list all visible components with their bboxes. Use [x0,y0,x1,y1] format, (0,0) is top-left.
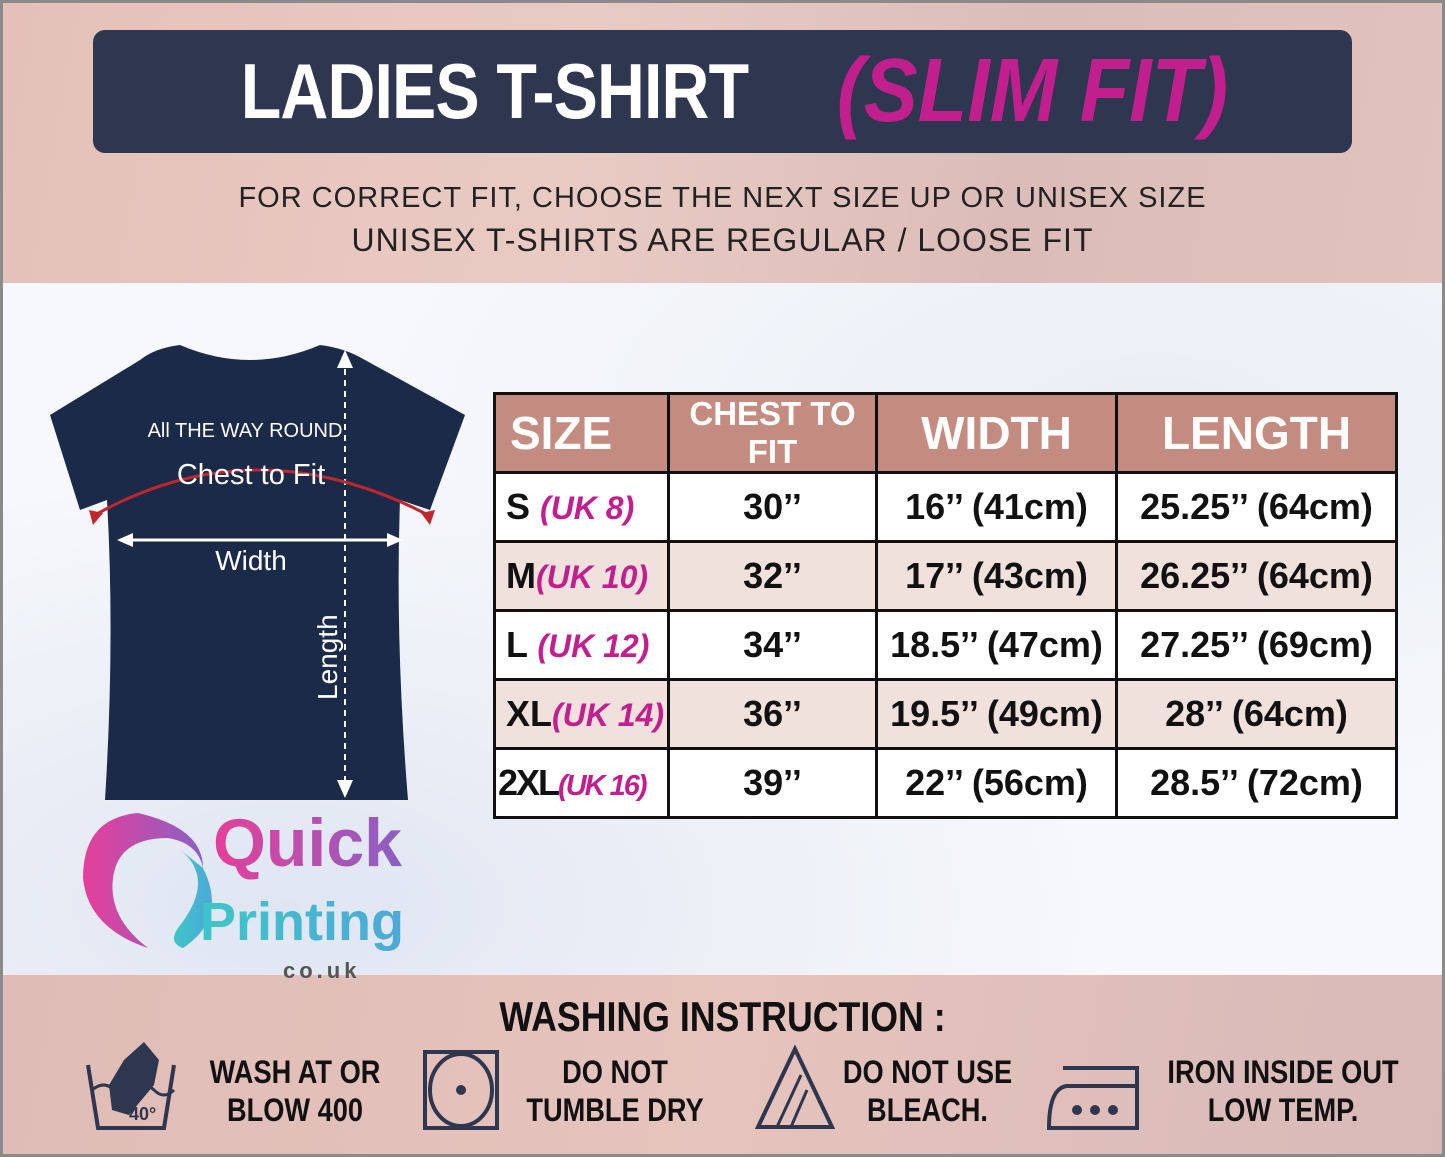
length-cell: 26.25’’ (64cm) [1115,540,1398,612]
wash-instruction: WASH AT OR BLOW 400 [209,1054,381,1128]
chest-arrow [94,468,429,517]
length-cell: 27.25’’ (69cm) [1115,609,1398,681]
logo-printing: Printing [200,892,404,952]
tshirt-diagram: All THE WAY ROUND Chest to Fit Width Len… [50,345,465,800]
header-width: WIDTH [875,392,1118,474]
size-cell: XL(UK 14) [493,678,670,750]
fit-note-2: UNISEX T-SHIRTS ARE REGULAR / LOOSE FIT [351,222,1094,258]
no-tumble-dry-icon [423,1050,499,1130]
no-bleach-icon [755,1045,835,1129]
chest-cell: 32’’ [667,540,878,612]
tumble-instruction: DO NOT TUMBLE DRY [526,1054,704,1128]
hand-wash-icon: 40° [86,1042,176,1130]
table-row: S (UK 8) 30’’ 16’’ (41cm) 25.25’’ (64cm) [493,471,1398,543]
size-cell: 2XL(UK 16) [493,747,670,819]
bottom-band [0,975,1445,1157]
chest-cell: 39’’ [667,747,878,819]
table-header: SIZE CHEST TO FIT WIDTH LENGTH [493,392,1398,474]
width-cell: 18.5’’ (47cm) [875,609,1118,681]
chest-cell: 36’’ [667,678,878,750]
logo-quick: Quick [213,805,402,881]
width-cell: 16’’ (41cm) [875,471,1118,543]
title-main: LADIES T-SHIRT [240,47,748,135]
header-length: LENGTH [1115,392,1398,474]
width-cell: 17’’ (43cm) [875,540,1118,612]
length-cell: 25.25’’ (64cm) [1115,471,1398,543]
tshirt-shape [50,345,465,800]
washing-title: WASHING INSTRUCTION : [499,993,946,1040]
iron-instruction: IRON INSIDE OUT LOW TEMP. [1167,1054,1399,1128]
size-table: SIZE CHEST TO FIT WIDTH LENGTH S (UK 8) 3… [493,392,1398,819]
chest-label: Chest to Fit [177,459,325,491]
header-chest: CHEST TO FIT [667,392,878,474]
bleach-instruction: DO NOT USE BLEACH. [842,1054,1013,1128]
size-cell: M(UK 10) [493,540,670,612]
chest-cell: 30’’ [667,471,878,543]
table-row: 2XL(UK 16) 39’’ 22’’ (56cm) 28.5’’ (72cm) [493,747,1398,819]
header-size: SIZE [493,392,670,474]
width-cell: 19.5’’ (49cm) [875,678,1118,750]
width-cell: 22’’ (56cm) [875,747,1118,819]
size-cell: S (UK 8) [493,471,670,543]
title-bar: LADIES T-SHIRT (SLIM FIT) [93,30,1352,153]
width-label: Width [215,545,287,576]
length-label: Length [312,614,343,700]
title-accent: (SLIM FIT) [836,41,1228,141]
logo-swirl-icon [83,813,203,948]
length-cell: 28’’ (64cm) [1115,678,1398,750]
length-cell: 28.5’’ (72cm) [1115,747,1398,819]
table-row: L (UK 12) 34’’ 18.5’’ (47cm) 27.25’’ (69cm) [493,609,1398,681]
chest-cell: 34’’ [667,609,878,681]
round-label: All THE WAY ROUND [148,420,343,442]
svg-text:40°: 40° [129,1104,156,1124]
table-row: XL(UK 14) 36’’ 19.5’’ (49cm) 28’’ (64cm) [493,678,1398,750]
table-row: M(UK 10) 32’’ 17’’ (43cm) 26.25’’ (64cm) [493,540,1398,612]
logo-domain: co.uk [283,958,360,983]
fit-note-1: FOR CORRECT FIT, CHOOSE THE NEXT SIZE UP… [238,182,1207,214]
size-cell: L (UK 12) [493,609,670,681]
quick-printing-logo: Quick Printing co.uk [83,805,404,983]
iron-icon [1046,1066,1139,1130]
